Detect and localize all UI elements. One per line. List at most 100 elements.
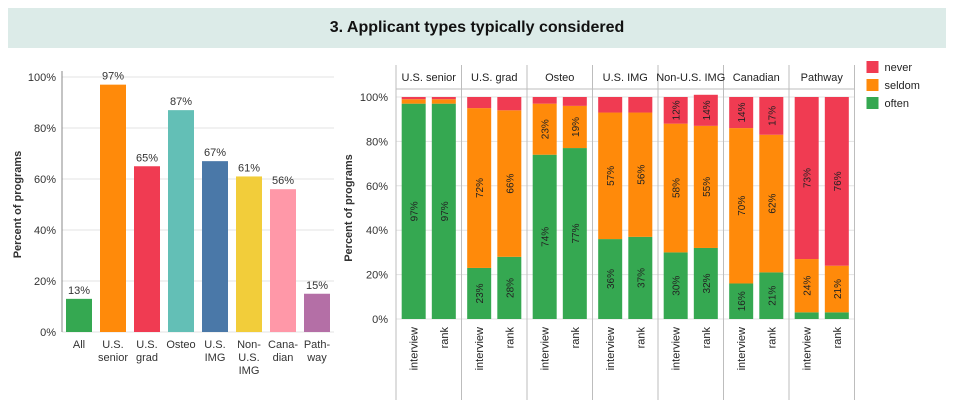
- legend-label-seldom: seldom: [885, 80, 920, 92]
- segment-value-label: 72%: [475, 178, 486, 198]
- segment-value-label: 21%: [833, 279, 844, 299]
- segment-seldom: [532, 103, 557, 155]
- segment-value-label: 66%: [505, 173, 516, 193]
- stacked-bar-chart: 0% 20% 40% 60% 80% 100% Percent of programs U.S…: [343, 61, 920, 400]
- x-subcategory-label: interview: [540, 327, 552, 370]
- y-tick-label: 40%: [366, 225, 388, 237]
- bar-value-label: 15%: [306, 280, 328, 292]
- segment-never: [663, 97, 688, 124]
- page-title: 3. Applicant types typically considered: [329, 19, 625, 36]
- segment-often: [431, 103, 456, 319]
- x-tick-label: U.S.: [238, 352, 259, 364]
- y-tick-label: 60%: [366, 181, 388, 193]
- segment-never: [532, 97, 557, 104]
- panel-header: Pathway: [801, 72, 844, 84]
- segment-value-label: 58%: [672, 178, 683, 198]
- segment-value-label: 55%: [702, 177, 713, 197]
- segment-value-label: 14%: [702, 100, 713, 120]
- bar-value-label: 56%: [272, 175, 294, 187]
- bar-value-label: 87%: [170, 96, 192, 108]
- y-tick-label: 80%: [34, 123, 56, 135]
- x-subcategory-label: interview: [802, 327, 814, 370]
- segment-value-label: 30%: [672, 276, 683, 296]
- y-tick-label: 20%: [34, 276, 56, 288]
- segment-value-label: 12%: [672, 100, 683, 120]
- segment-never: [562, 97, 587, 106]
- segment-value-label: 76%: [833, 171, 844, 191]
- segment-never: [598, 97, 623, 113]
- segment-value-label: 21%: [767, 286, 778, 306]
- segment-often: [759, 272, 784, 319]
- x-tick-label: grad: [136, 352, 158, 364]
- x-tick-label: U.S.: [204, 339, 225, 351]
- bar-2: [134, 166, 160, 332]
- segment-never: [431, 97, 456, 100]
- segment-value-label: 70%: [737, 196, 748, 216]
- y-tick-label: 20%: [366, 270, 388, 282]
- segment-value-label: 97%: [440, 201, 451, 221]
- segment-often: [532, 154, 557, 319]
- segment-seldom: [824, 265, 849, 313]
- segment-value-label: 28%: [505, 278, 516, 298]
- segment-seldom: [663, 123, 688, 253]
- segment-often: [693, 247, 718, 319]
- segment-value-label: 37%: [636, 268, 647, 288]
- x-subcategory-label: rank: [439, 327, 451, 349]
- y-tick-label: 0%: [372, 314, 388, 326]
- segment-never: [693, 94, 718, 126]
- segment-never: [729, 97, 754, 129]
- bar-0: [66, 298, 92, 332]
- segment-never: [467, 97, 492, 109]
- legend-label-never: never: [885, 62, 913, 74]
- segment-value-label: 23%: [475, 283, 486, 303]
- segment-value-label: 77%: [571, 223, 582, 243]
- y-axis-title: Percent of programs: [12, 151, 24, 259]
- chart-title-bar: 3. Applicant types typically considered: [8, 8, 946, 48]
- y-tick-label: 100%: [360, 92, 388, 104]
- segment-never: [497, 97, 522, 111]
- x-tick-label: Path-: [304, 339, 331, 351]
- x-subcategory-label: interview: [671, 327, 683, 370]
- segment-value-label: 14%: [737, 102, 748, 122]
- segment-seldom: [497, 110, 522, 257]
- segment-value-label: 36%: [606, 269, 617, 289]
- segment-never: [824, 97, 849, 266]
- panel-header: Canadian: [733, 72, 780, 84]
- legend-swatch-never: [866, 61, 879, 73]
- segment-seldom: [628, 112, 653, 237]
- y-tick-label: 0%: [40, 327, 56, 339]
- bar-value-label: 65%: [136, 152, 158, 164]
- bar-5: [236, 176, 262, 332]
- bar-value-label: 13%: [68, 285, 90, 297]
- bar-3: [168, 110, 194, 333]
- x-tick-label: IMG: [239, 365, 260, 377]
- segment-never: [759, 97, 784, 135]
- segment-seldom: [794, 259, 819, 313]
- segment-value-label: 97%: [410, 201, 421, 221]
- legend-swatch-often: [866, 97, 879, 109]
- x-subcategory-label: interview: [409, 327, 421, 370]
- panel-header: Osteo: [545, 72, 574, 84]
- x-tick-label: Non-: [237, 339, 261, 351]
- x-tick-label: dian: [273, 352, 294, 364]
- segment-value-label: 74%: [541, 227, 552, 247]
- x-subcategory-label: interview: [736, 327, 748, 370]
- segment-seldom: [729, 128, 754, 284]
- panel-header: U.S. senior: [402, 72, 457, 84]
- x-tick-label: Cana-: [268, 339, 298, 351]
- bar-1: [100, 84, 126, 333]
- segment-often: [562, 148, 587, 319]
- segment-value-label: 73%: [803, 168, 814, 188]
- segment-seldom: [693, 125, 718, 248]
- segment-seldom: [467, 108, 492, 268]
- segment-often: [401, 103, 426, 319]
- x-subcategory-label: rank: [504, 327, 516, 349]
- segment-never: [794, 97, 819, 260]
- x-tick-label: IMG: [205, 352, 226, 364]
- segment-value-label: 62%: [767, 193, 778, 213]
- bar-value-label: 61%: [238, 162, 260, 174]
- segment-value-label: 23%: [541, 119, 552, 139]
- x-tick-label: U.S.: [102, 339, 123, 351]
- legend-label-often: often: [885, 98, 909, 110]
- x-subcategory-label: rank: [570, 327, 582, 349]
